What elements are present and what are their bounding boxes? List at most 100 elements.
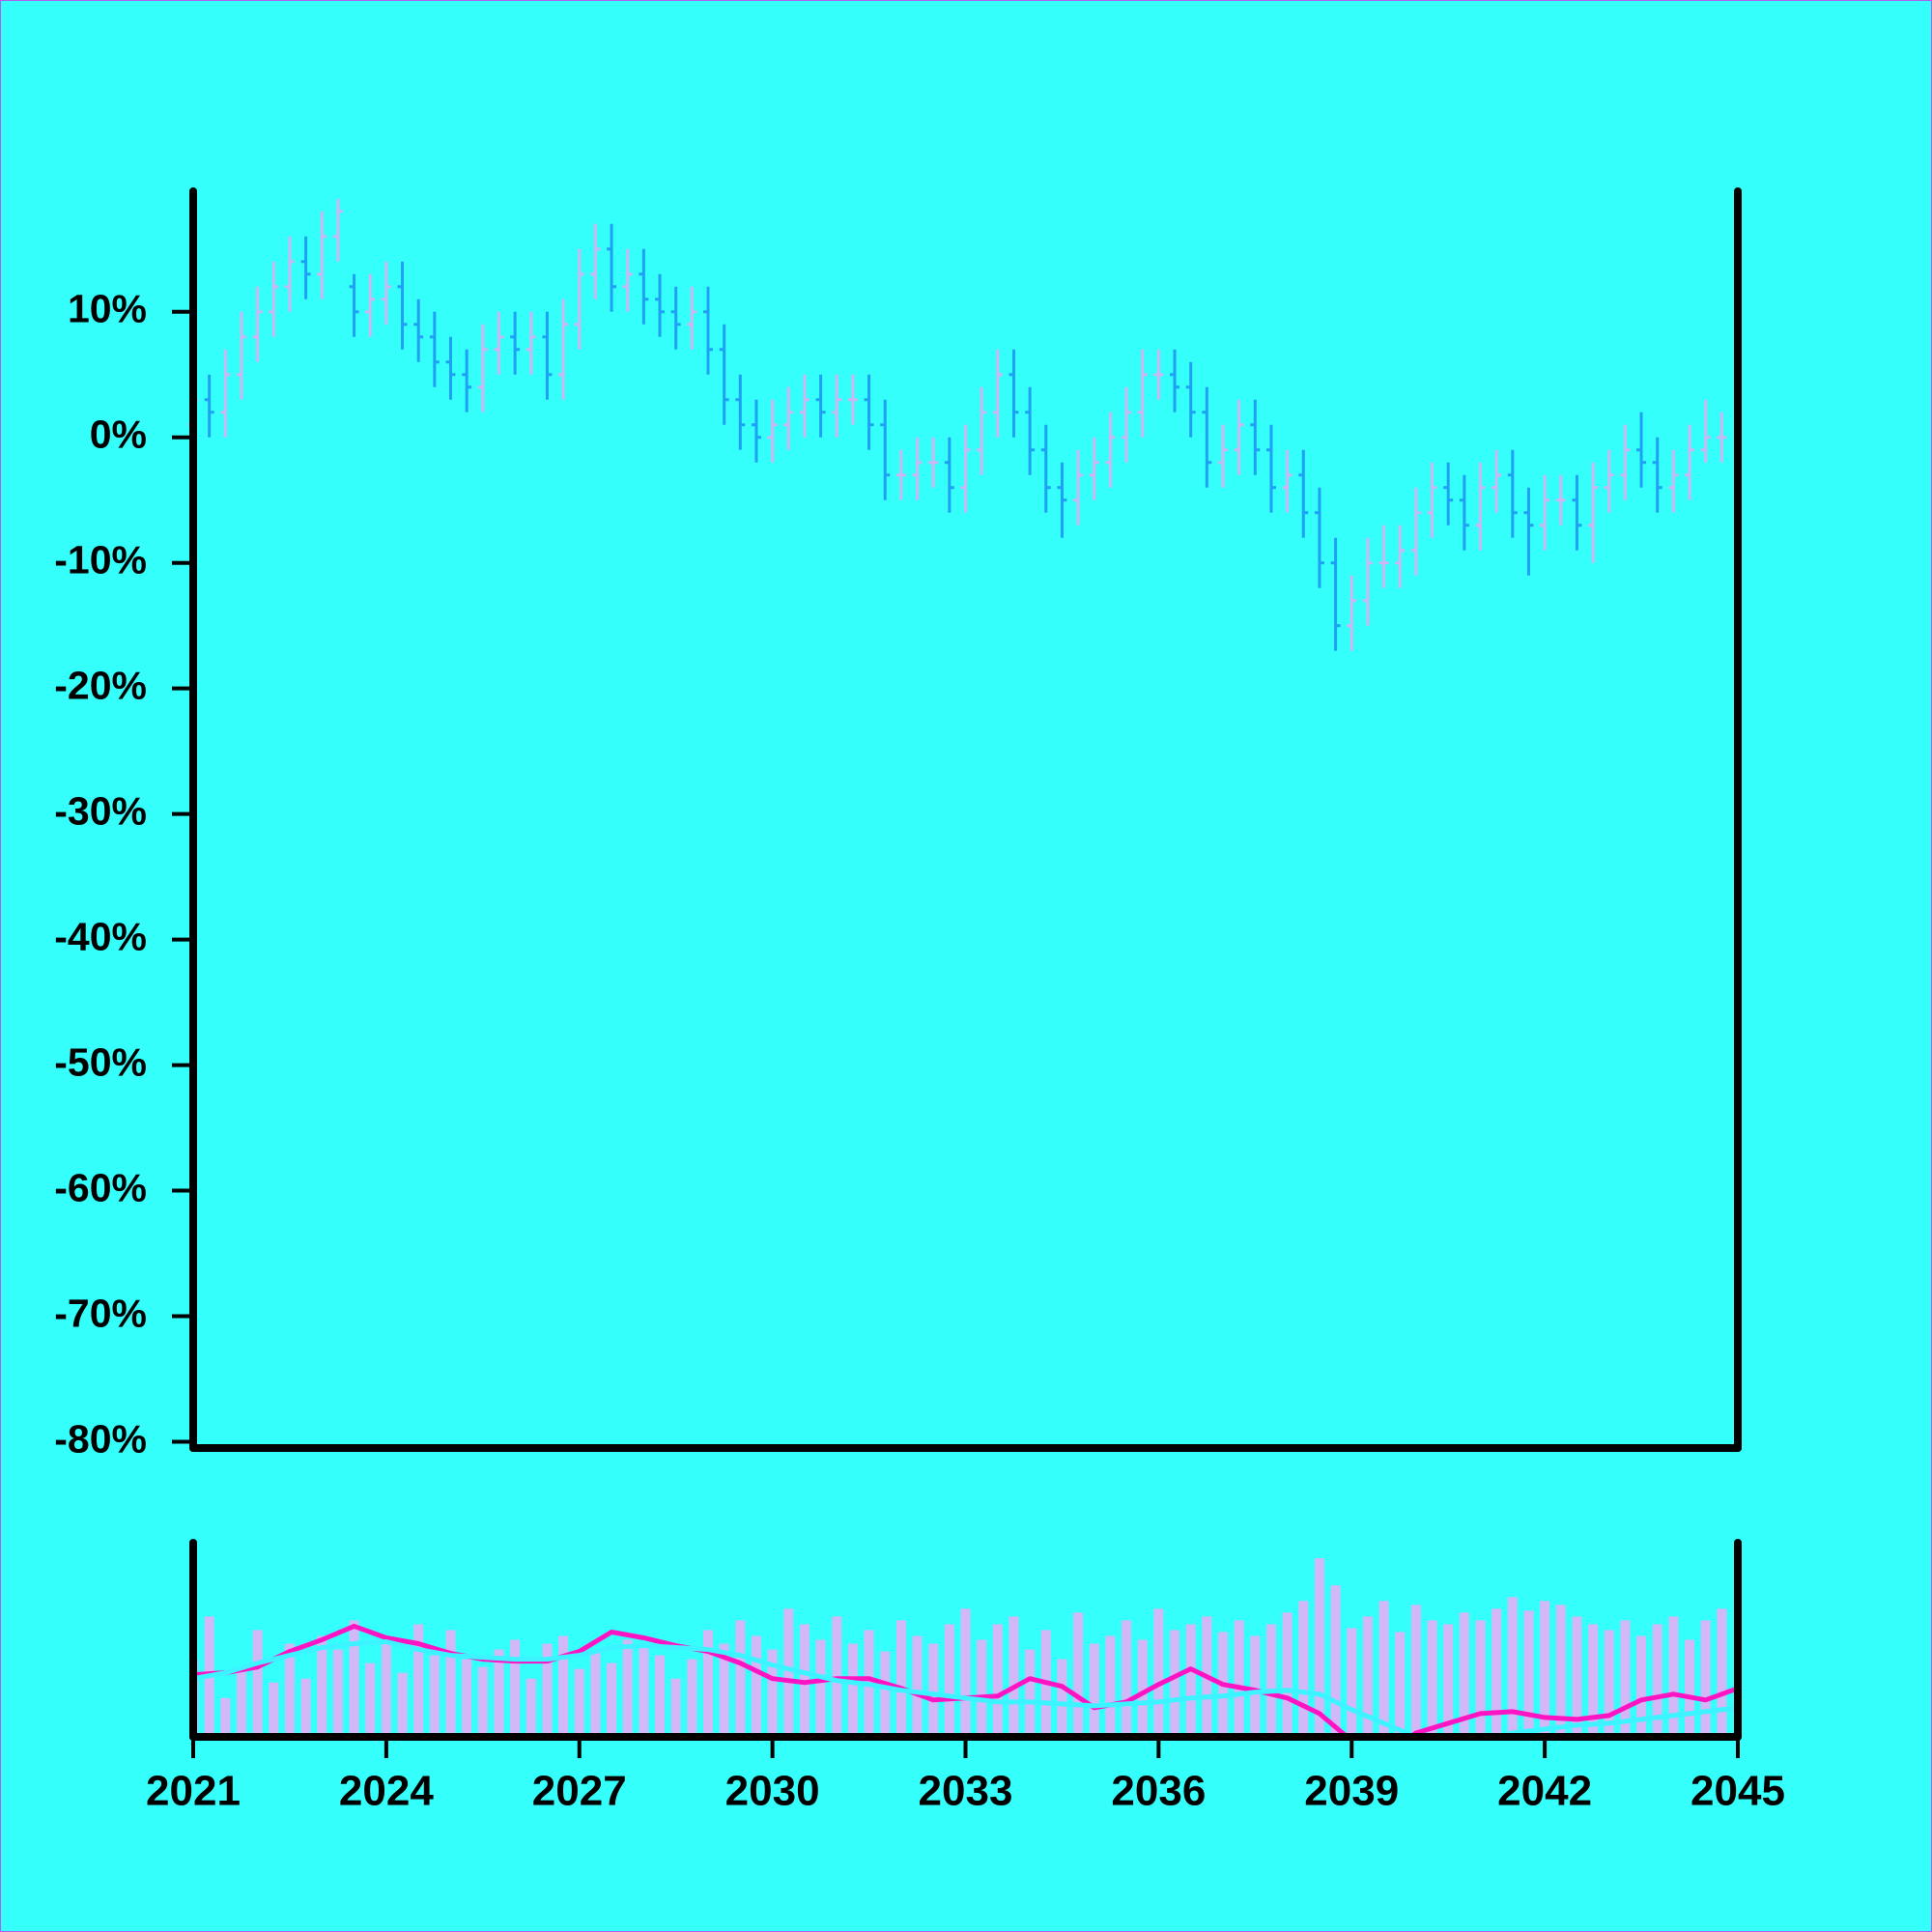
volume-bar <box>751 1635 761 1737</box>
volume-bar <box>655 1655 666 1737</box>
volume-bar <box>252 1630 263 1737</box>
y-tick-label: -40% <box>54 914 147 958</box>
volume-bar <box>1282 1612 1293 1737</box>
volume-bar <box>269 1682 279 1737</box>
volume-bar <box>317 1635 327 1737</box>
volume-bar <box>1330 1585 1341 1737</box>
volume-bar <box>912 1635 923 1737</box>
x-tick-label: 2030 <box>725 1768 820 1815</box>
volume-bar <box>895 1620 906 1737</box>
moving-average <box>193 1639 1738 1737</box>
volume-bar <box>847 1643 858 1737</box>
y-tick-label: -80% <box>54 1416 147 1461</box>
volume-bar <box>815 1639 826 1737</box>
volume-bar <box>1427 1620 1437 1737</box>
volume-bar <box>1347 1628 1357 1737</box>
y-tick-label: -30% <box>54 788 147 833</box>
volume-bar <box>365 1662 376 1737</box>
volume-bar <box>445 1630 456 1737</box>
volume-bar <box>1137 1639 1148 1737</box>
volume-bar <box>236 1668 246 1737</box>
volume-bar <box>992 1624 1003 1737</box>
x-tick-label: 2036 <box>1111 1768 1206 1815</box>
volume-bar <box>300 1678 311 1737</box>
volume-bar <box>1298 1601 1309 1737</box>
volume-bar <box>542 1643 553 1737</box>
volume-bar <box>639 1647 649 1737</box>
volume-bar <box>783 1608 794 1737</box>
volume-bar <box>719 1643 729 1737</box>
volume-bar <box>1492 1608 1502 1737</box>
volume-bar <box>1620 1620 1631 1737</box>
volume-bar <box>944 1624 954 1737</box>
volume-bar <box>494 1649 504 1737</box>
volume <box>193 1558 1738 1737</box>
volume-bar <box>1475 1620 1486 1737</box>
volume-bar <box>590 1651 601 1737</box>
volume-bar <box>1314 1558 1324 1737</box>
x-tick-label: 2033 <box>919 1768 1013 1815</box>
volume-bar <box>1572 1616 1582 1737</box>
x-tick-label: 2027 <box>532 1768 627 1815</box>
volume-bar <box>1105 1635 1116 1737</box>
volume-bar <box>1153 1608 1164 1737</box>
volume-bar <box>1362 1616 1373 1737</box>
volume-bar <box>1089 1643 1099 1737</box>
volume-bar <box>703 1630 713 1737</box>
volume-bar <box>1685 1639 1695 1737</box>
y-tick-label: 10% <box>68 287 147 331</box>
volume-bar <box>1588 1624 1599 1737</box>
volume-bar <box>220 1697 231 1737</box>
volume-bar <box>574 1668 584 1737</box>
volume-bar <box>1025 1649 1036 1737</box>
volume-bar <box>928 1643 939 1737</box>
y-tick-label: -60% <box>54 1165 147 1209</box>
volume-bar <box>1652 1624 1662 1737</box>
volume-bar <box>477 1666 488 1737</box>
volume-bar <box>1555 1605 1566 1737</box>
volume-bar <box>1170 1630 1180 1737</box>
volume-bar <box>332 1649 343 1737</box>
volume-bar <box>607 1662 617 1737</box>
volume-bar <box>1717 1608 1727 1737</box>
volume-bar <box>1234 1620 1244 1737</box>
volume-bar <box>1636 1635 1647 1737</box>
x-tick-label: 2021 <box>146 1768 241 1815</box>
x-tick-label: 2039 <box>1304 1768 1399 1815</box>
volume-bar <box>429 1655 440 1737</box>
volume-bar <box>1395 1632 1406 1737</box>
x-tick-label: 2024 <box>339 1768 434 1815</box>
volume-bar <box>1700 1620 1711 1737</box>
volume-bar <box>381 1639 391 1737</box>
volume-bar <box>1668 1616 1679 1737</box>
volume-bar <box>622 1639 633 1737</box>
volume-bar <box>1523 1610 1534 1737</box>
volume-bar <box>510 1639 521 1737</box>
volume-bar <box>1443 1624 1454 1737</box>
volume-bar <box>670 1678 681 1737</box>
volume-bar <box>767 1649 778 1737</box>
y-tick-label: -70% <box>54 1291 147 1335</box>
y-tick-label: -10% <box>54 538 147 582</box>
volume-bar <box>880 1651 891 1737</box>
volume-bar <box>1057 1659 1067 1737</box>
volume-bar <box>687 1659 697 1737</box>
volume-bar <box>1507 1597 1518 1737</box>
volume-bar <box>349 1620 359 1737</box>
volume-bar <box>1459 1612 1469 1737</box>
volume-bar <box>1410 1605 1421 1737</box>
volume-bar <box>977 1639 987 1737</box>
x-tick-label: 2042 <box>1497 1768 1592 1815</box>
volume-bar <box>284 1643 295 1737</box>
volume-bar <box>1604 1630 1614 1737</box>
volume-bar <box>1185 1624 1196 1737</box>
volume-bar <box>558 1635 569 1737</box>
volume-bar <box>413 1624 424 1737</box>
x-tick-label: 2045 <box>1690 1768 1785 1815</box>
volume-bar <box>1009 1616 1019 1737</box>
y-tick-label: -20% <box>54 664 147 708</box>
volume-bar <box>1265 1624 1276 1737</box>
volume-bar <box>1540 1601 1550 1737</box>
